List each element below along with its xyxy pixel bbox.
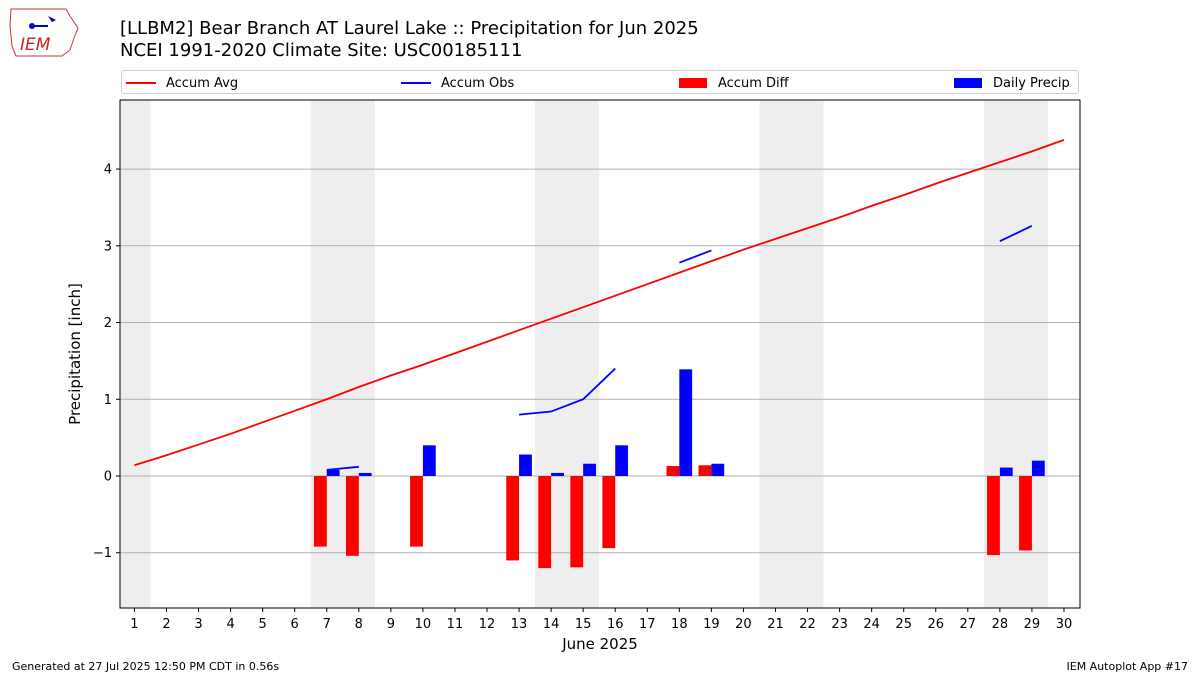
accum-obs-line (679, 249, 712, 264)
accum-diff-bar (987, 476, 1000, 556)
iowa-outline-icon (9, 8, 79, 57)
accum-diff-bar (1019, 476, 1032, 551)
x-tick-label: 13 (511, 617, 528, 632)
daily-precip-bar (326, 469, 340, 477)
daily-precip-bar (583, 463, 596, 477)
x-tick-label: 18 (671, 617, 688, 632)
daily-precip-bar (519, 454, 532, 477)
legend: Accum Avg Accum Obs Accum Diff Daily Pre… (121, 70, 1079, 94)
legend-label: Accum Diff (718, 75, 789, 91)
x-tick-label: 3 (194, 617, 202, 632)
x-tick-label: 4 (226, 617, 234, 632)
accum-obs-line (326, 465, 359, 471)
accum-obs-line (999, 225, 1033, 243)
accum-diff-bar (538, 476, 552, 569)
x-axis-label: June 2025 (561, 635, 638, 653)
x-tick-label: 29 (1024, 617, 1041, 632)
legend-swatch (679, 78, 707, 88)
legend-item-accum-avg: Accum Avg (126, 74, 238, 92)
y-tick-label: 1 (104, 393, 112, 408)
accum-diff-bar (698, 465, 712, 477)
accum-diff-bar (410, 476, 423, 547)
footer-app: IEM Autoplot App #17 (1066, 660, 1189, 673)
x-tick-label: 7 (323, 617, 331, 632)
x-tick-label: 19 (703, 617, 720, 632)
y-tick-label: 0 (104, 470, 112, 485)
x-tick-label: 28 (992, 617, 1009, 632)
accum-diff-bar (313, 476, 327, 547)
x-tick-label: 14 (543, 617, 560, 632)
legend-label: Daily Precip (993, 75, 1070, 91)
chart-title: [LLBM2] Bear Branch AT Laurel Lake :: Pr… (120, 18, 699, 39)
legend-item-daily-precip: Daily Precip (954, 74, 1070, 92)
legend-swatch (401, 82, 431, 84)
x-tick-label: 5 (258, 617, 266, 632)
x-tick-label: 12 (479, 617, 496, 632)
y-tick-label: 2 (104, 316, 112, 331)
x-tick-label: 23 (831, 617, 848, 632)
daily-precip-bar (551, 472, 564, 477)
logo-text: IEM (20, 35, 51, 55)
x-tick-label: 2 (162, 617, 170, 632)
legend-item-accum-obs: Accum Obs (401, 74, 514, 92)
legend-swatch (954, 78, 982, 88)
accum-obs-line (518, 367, 616, 416)
x-tick-label: 11 (447, 617, 464, 632)
weekend-shade (759, 100, 824, 608)
x-tick-label: 27 (960, 617, 977, 632)
accum-diff-bar (602, 476, 616, 549)
x-tick-label: 15 (575, 617, 592, 632)
y-tick-label: −1 (93, 546, 112, 561)
x-tick-label: 25 (895, 617, 912, 632)
x-tick-label: 17 (639, 617, 656, 632)
daily-precip-bar (1031, 460, 1045, 477)
daily-precip-bar (999, 467, 1013, 477)
accum-diff-bar (506, 476, 520, 561)
legend-label: Accum Avg (166, 75, 239, 91)
footer-generated: Generated at 27 Jul 2025 12:50 PM CDT in… (12, 660, 280, 673)
x-tick-label: 6 (291, 617, 299, 632)
y-tick-label: 3 (104, 239, 112, 254)
weekend-shade (983, 100, 1048, 608)
legend-label: Accum Obs (441, 75, 515, 91)
weekend-shade (535, 100, 600, 608)
x-tick-label: 1 (130, 617, 138, 632)
x-tick-label: 21 (767, 617, 784, 632)
iem-logo: IEM (9, 8, 79, 57)
y-axis-label: Precipitation [inch] (66, 283, 84, 425)
daily-precip-bar (422, 445, 436, 477)
daily-precip-bar (711, 463, 725, 477)
x-tick-label: 30 (1056, 617, 1073, 632)
daily-precip-bar (615, 445, 629, 477)
weekend-shade (120, 100, 151, 608)
accum-diff-bar (666, 466, 680, 477)
x-tick-label: 20 (735, 617, 752, 632)
weekend-shade (310, 100, 375, 608)
x-tick-label: 16 (607, 617, 624, 632)
x-tick-label: 10 (415, 617, 432, 632)
plot-frame (119, 99, 1081, 609)
accum-diff-bar (345, 476, 359, 556)
x-tick-label: 8 (355, 617, 363, 632)
x-tick-label: 22 (799, 617, 816, 632)
x-tick-label: 26 (927, 617, 944, 632)
legend-swatch (126, 82, 156, 84)
legend-item-accum-diff: Accum Diff (679, 74, 789, 92)
accum-avg-line (134, 139, 1065, 467)
y-tick-label: 4 (104, 163, 112, 178)
daily-precip-bar (358, 472, 372, 477)
x-tick-label: 24 (863, 617, 880, 632)
chart-subtitle: NCEI 1991-2020 Climate Site: USC00185111 (120, 40, 523, 61)
daily-precip-bar (679, 369, 693, 477)
x-tick-label: 9 (387, 617, 395, 632)
accum-diff-bar (570, 476, 584, 568)
